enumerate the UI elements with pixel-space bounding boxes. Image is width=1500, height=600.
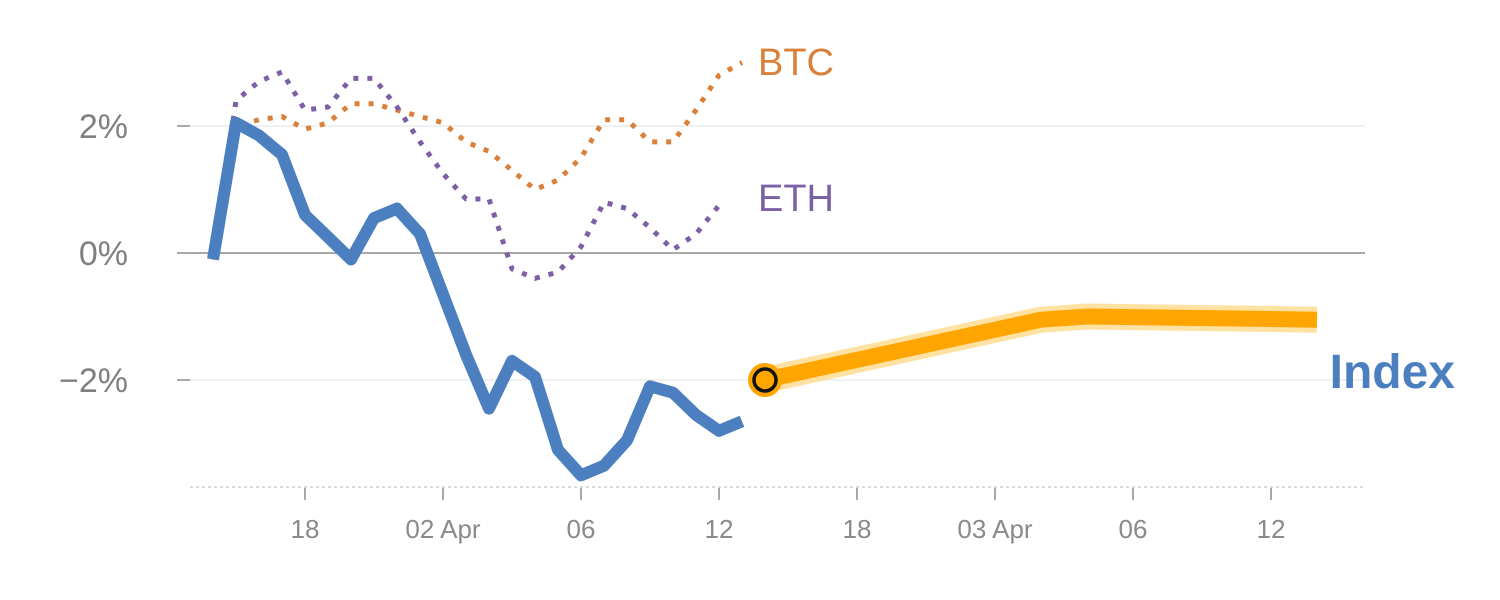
current-point-marker <box>752 367 778 393</box>
series-label-index: Index <box>1330 346 1456 399</box>
x-tick-label: 12 <box>1257 514 1286 544</box>
x-tick-label: 18 <box>843 514 872 544</box>
y-tick-label: −2% <box>59 362 128 400</box>
labels-layer: BTC ETH Index <box>758 42 1455 399</box>
x-tick-label: 02 Apr <box>405 514 481 544</box>
series-line-index <box>207 116 745 482</box>
series-label-eth: ETH <box>758 178 834 220</box>
axes: 2% 0% −2% 18 02 Apr 06 12 18 03 Apr 06 12 <box>59 108 1365 544</box>
x-tick-label: 12 <box>705 514 734 544</box>
x-tick-label: 03 Apr <box>957 514 1033 544</box>
y-tick-label: 2% <box>79 108 128 146</box>
x-tick-label: 06 <box>567 514 596 544</box>
grid <box>190 125 1365 381</box>
series-line-index-projection <box>763 308 1318 388</box>
series-line-btc <box>210 60 744 260</box>
x-tick-label: 06 <box>1119 514 1148 544</box>
series-label-btc: BTC <box>758 42 834 84</box>
x-tick-label: 18 <box>291 514 320 544</box>
series-layer <box>207 60 1318 482</box>
series-line-eth <box>210 69 721 281</box>
y-tick-label: 0% <box>79 235 128 273</box>
